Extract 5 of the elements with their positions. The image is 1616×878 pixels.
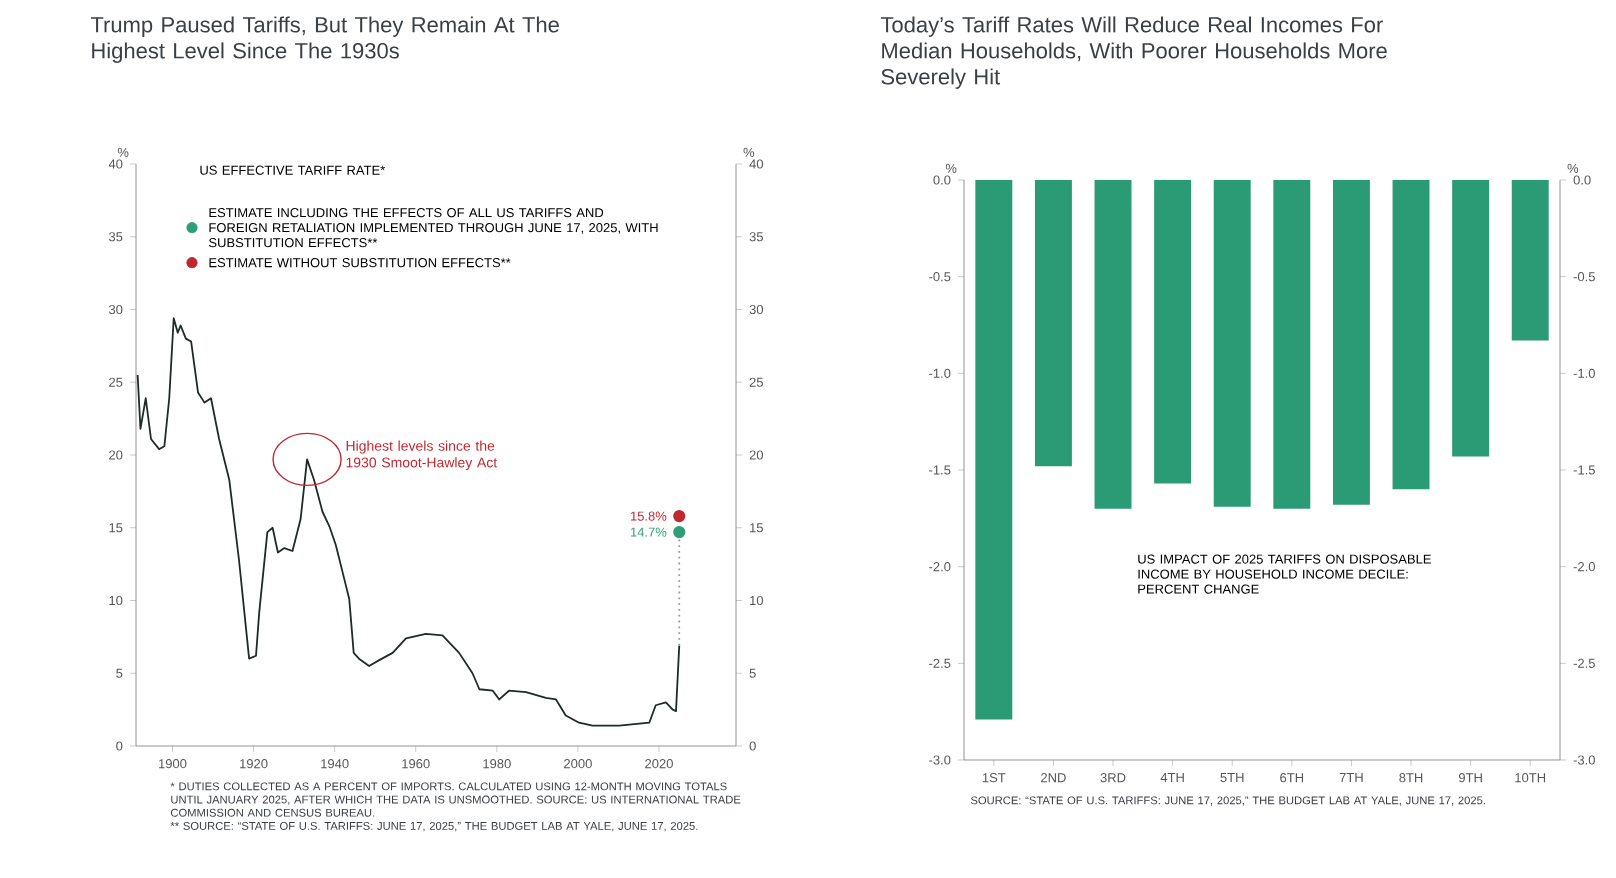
- point: [673, 526, 686, 539]
- chart-title: Today’s Tariff Rates Will Reduce Real Incomes For Median Households, With Poorer Households More Severely Hit: [880, 16, 1387, 89]
- point: [673, 510, 686, 523]
- line-series: [136, 317, 681, 727]
- chart-title: Trump Paused Tariffs, But They Remain At The Highest Level Since The 1930s: [90, 16, 559, 63]
